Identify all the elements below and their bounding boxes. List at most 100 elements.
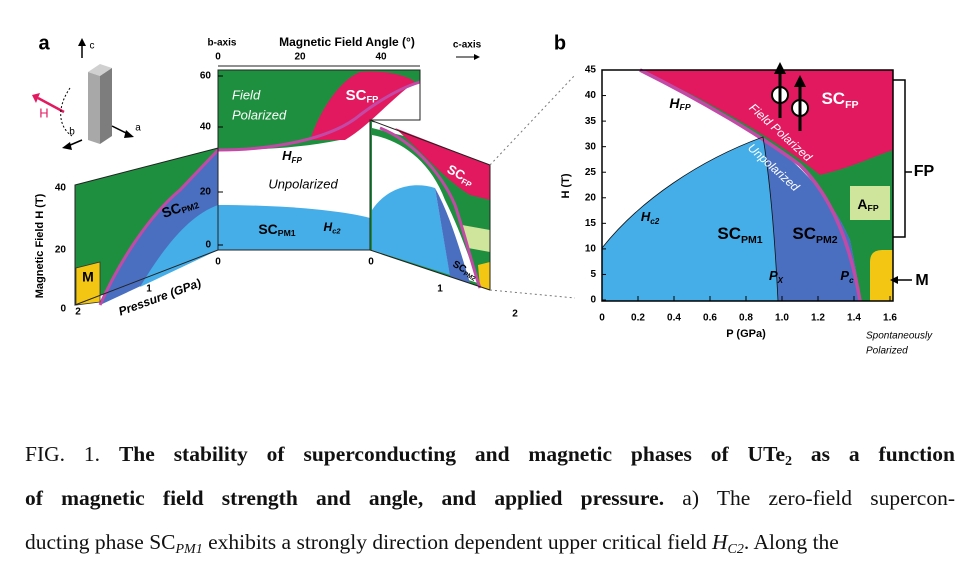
label-main: SC	[717, 224, 741, 243]
label-main: SC	[346, 87, 367, 104]
label-main: P	[840, 268, 849, 283]
fig-label: FIG. 1.	[25, 442, 101, 466]
y-tick-label: 25	[585, 167, 597, 178]
crystal	[88, 72, 100, 144]
label-sub: FP	[292, 156, 303, 165]
axis-title: Magnetic Field Angle (°)	[279, 35, 415, 49]
y-tick-label: 0	[590, 295, 596, 306]
crystal	[88, 64, 112, 76]
bracket-label: FP	[914, 163, 935, 180]
axis-title: H (T)	[560, 173, 572, 198]
y-tick-label: 35	[585, 116, 597, 127]
sc-pm2-region	[435, 188, 470, 283]
label-sub: FP	[680, 102, 691, 112]
caption-title: as a function	[791, 442, 955, 466]
sc-fp-region	[640, 70, 893, 175]
arrowhead	[124, 130, 134, 138]
caption-text: . Along the	[743, 530, 839, 554]
arrowhead	[62, 142, 72, 150]
tick-label: 2	[512, 309, 518, 320]
sc-pm2-region	[100, 150, 218, 305]
tick-label: 0	[205, 240, 211, 251]
fp-bracket	[893, 79, 906, 238]
m-region	[75, 261, 101, 306]
caption-text: exhibits a strongly direction dependent …	[202, 530, 712, 554]
x-tick-label: 1.4	[847, 313, 861, 324]
caption-title: of magnetic field strength and angle, an…	[25, 486, 665, 510]
tick-label: 0	[368, 257, 374, 268]
phase-label: Hc2	[324, 220, 342, 235]
phase-label: SCFP	[821, 89, 858, 110]
y-tick-label: 45	[585, 65, 597, 76]
subscript-text: PM1	[175, 542, 203, 557]
x-tick-label: 0.8	[739, 313, 753, 324]
label-sub: PM2	[816, 234, 838, 246]
a-fp-region	[462, 225, 490, 252]
label: b	[69, 127, 75, 138]
label-sub: FP	[868, 203, 879, 213]
label-main: SC	[258, 221, 277, 237]
label-main: SC	[821, 89, 845, 108]
caption-title: The stability of superconducting and mag…	[118, 442, 785, 466]
label-sub: X	[777, 276, 784, 285]
sc-pm2-region	[763, 137, 860, 301]
label-sub: PM1	[278, 228, 296, 238]
arrowhead	[794, 75, 806, 87]
label-sub: c2	[332, 227, 341, 236]
arrowhead	[774, 62, 786, 74]
y-tick-label: 40	[585, 90, 597, 101]
label-sub: c2	[650, 217, 659, 226]
axis-label: c-axis	[453, 40, 482, 51]
label: M	[82, 269, 94, 285]
axis-label: b-axis	[208, 38, 237, 49]
phase-label: Pc	[840, 268, 854, 285]
label-sub: FP	[845, 99, 858, 111]
tick-label: 40	[200, 122, 212, 133]
caption-text: a) The zero-field supercon-	[664, 486, 955, 510]
y-tick-label: 10	[585, 244, 597, 255]
y-tick-label: 20	[585, 192, 597, 203]
boundary	[601, 136, 779, 302]
label-main: SC	[792, 224, 816, 243]
caption-text: ducting phase SC	[25, 530, 176, 554]
arrowhead	[32, 93, 40, 103]
a-fp-region	[850, 186, 890, 220]
x-tick-label: 0.6	[703, 313, 717, 324]
phase-label: SCPM2	[792, 224, 837, 245]
field-arrow	[37, 96, 65, 114]
x-tick-label: 0.4	[667, 313, 681, 324]
crystal	[100, 68, 112, 144]
label-sub: FP	[366, 95, 378, 105]
tick-label: 20	[294, 52, 306, 63]
phase-label: PX	[769, 268, 784, 285]
axis-title: Magnetic Field H (T)	[34, 193, 46, 298]
label-main: SC	[159, 199, 183, 221]
label-sub: c	[849, 276, 854, 285]
m-region	[870, 250, 893, 301]
x-tick-label: 1.6	[883, 313, 897, 324]
subscript: PM1	[176, 542, 203, 557]
phase-label: SCFP	[346, 87, 379, 105]
subscript-text: 2	[784, 454, 792, 469]
label: Field	[232, 87, 261, 102]
tick-label: 20	[55, 245, 67, 256]
caption-line: of magnetic field strength and angle, an…	[25, 476, 955, 520]
label-main: H	[669, 95, 680, 111]
y-tick-label: 15	[585, 218, 597, 229]
phase-label: Hc2	[641, 209, 660, 226]
boundary	[217, 80, 421, 152]
phase-label: SCPM1	[258, 221, 295, 239]
label-sub: PM1	[741, 234, 763, 246]
tick-label: 2	[75, 307, 81, 318]
label-main: A	[857, 196, 867, 212]
label-main: H	[641, 209, 651, 224]
y-tick-label: 5	[590, 269, 596, 280]
panel-b-shapes	[601, 62, 912, 302]
tick-label: 20	[200, 187, 212, 198]
arrow-label: M	[915, 272, 928, 289]
phase-label: HFP	[669, 95, 690, 113]
panel-label: b	[554, 32, 566, 54]
x-tick-label: 1.0	[775, 313, 789, 324]
phase-label: SCPM1	[717, 224, 762, 245]
tick-label: 40	[375, 52, 387, 63]
